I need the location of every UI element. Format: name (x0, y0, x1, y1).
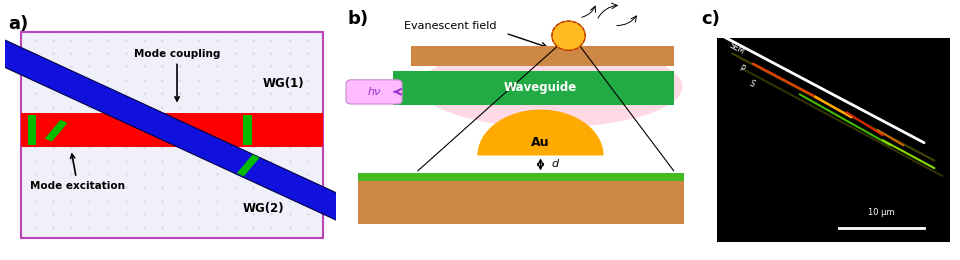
FancyBboxPatch shape (346, 80, 402, 104)
Text: Mode coupling: Mode coupling (133, 49, 220, 101)
Text: S: S (748, 79, 756, 89)
Text: hν: hν (368, 87, 381, 97)
Text: P: P (737, 64, 746, 74)
Text: d: d (551, 159, 558, 170)
Ellipse shape (420, 46, 683, 127)
Ellipse shape (552, 21, 586, 50)
Text: c): c) (701, 10, 720, 28)
Bar (358, 173, 684, 181)
Bar (243, 115, 252, 145)
Polygon shape (358, 173, 684, 224)
Bar (21, 32, 323, 238)
Polygon shape (45, 120, 67, 142)
Text: 10 μm: 10 μm (868, 208, 895, 217)
Text: Evanescent field: Evanescent field (404, 21, 496, 30)
Text: SEM: SEM (727, 41, 746, 56)
Text: Waveguide: Waveguide (504, 81, 577, 94)
Polygon shape (411, 46, 674, 66)
Text: WG(1): WG(1) (262, 77, 303, 90)
Polygon shape (477, 110, 604, 155)
Bar (717, 38, 950, 242)
Polygon shape (0, 35, 364, 225)
Bar (21, 113, 323, 147)
Polygon shape (237, 154, 259, 176)
Bar (394, 72, 674, 105)
Bar (28, 115, 36, 145)
Text: Mode excitation: Mode excitation (30, 154, 125, 191)
Text: a): a) (8, 15, 29, 33)
Text: Au: Au (531, 136, 550, 149)
Text: WG(2): WG(2) (242, 202, 284, 215)
Text: b): b) (348, 10, 369, 28)
